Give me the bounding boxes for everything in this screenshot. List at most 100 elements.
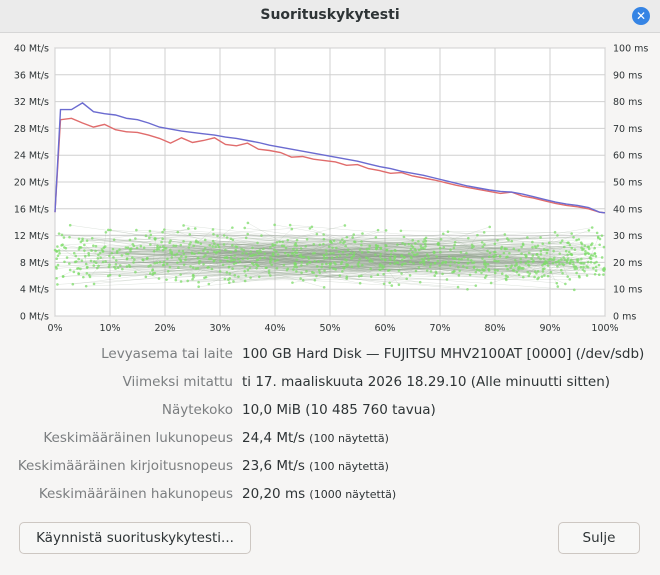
seek-line [394, 263, 503, 274]
seek-line [506, 256, 577, 269]
seek-point [57, 249, 61, 252]
seek-point [568, 278, 572, 281]
seek-point [594, 265, 598, 269]
seek-point [587, 247, 591, 251]
seek-point [276, 258, 279, 262]
seek-point [295, 258, 298, 262]
y-left-tick-label: 8 Mt/s [20, 258, 49, 269]
seek-point [206, 250, 209, 254]
seek-line [529, 239, 579, 266]
seek-point [271, 243, 274, 246]
seek-point [77, 257, 81, 261]
seek-point [587, 229, 591, 232]
seek-point [539, 257, 542, 261]
seek-point [188, 243, 191, 246]
seek-point [442, 245, 446, 249]
x-tick-label: 70% [429, 323, 450, 334]
seek-point [579, 265, 583, 269]
seek-point [241, 257, 245, 260]
seek-point [161, 248, 165, 252]
seek-point [418, 280, 422, 284]
seek-point [188, 233, 192, 236]
seek-point [378, 255, 382, 258]
seek-point [273, 259, 277, 263]
seek-point [165, 278, 168, 281]
seek-line [266, 267, 490, 271]
seek-point [56, 263, 60, 267]
close-icon[interactable]: ✕ [632, 7, 650, 25]
seek-point [379, 247, 383, 251]
seek-point [263, 252, 267, 256]
seek-line [459, 267, 524, 271]
seek-point [245, 252, 248, 255]
seek-point [457, 261, 461, 265]
seek-line [542, 243, 587, 267]
seek-point [531, 245, 534, 249]
seek-point [570, 258, 573, 262]
seek-point [56, 245, 59, 248]
seek-point [114, 259, 118, 262]
seek-point [345, 258, 348, 262]
seek-point [176, 230, 180, 234]
seek-point [182, 224, 185, 227]
seek-point [292, 268, 295, 271]
seek-point [231, 267, 234, 271]
seek-point [582, 261, 586, 265]
seek-point [596, 236, 600, 240]
seek-point [466, 257, 470, 261]
seek-point [380, 257, 384, 261]
seek-point [264, 266, 268, 270]
seek-line [193, 258, 210, 278]
seek-point [276, 253, 280, 256]
seek-point [294, 242, 297, 245]
seek-point [231, 226, 234, 229]
seek-line [308, 254, 376, 259]
seek-line [55, 249, 569, 259]
seek-point [556, 234, 559, 237]
seek-point [566, 241, 569, 245]
seek-line [271, 246, 588, 265]
seek-line [171, 252, 254, 256]
seek-point [134, 270, 137, 274]
seek-point [273, 243, 277, 247]
seek-line [146, 258, 443, 264]
seek-point [158, 260, 162, 264]
seek-point [291, 281, 294, 284]
seek-point [287, 254, 290, 257]
seek-point [357, 260, 361, 264]
seek-line [396, 262, 402, 274]
seek-point [385, 248, 388, 252]
seek-point [94, 249, 97, 253]
seek-point [521, 243, 525, 247]
x-tick-label: 50% [319, 323, 340, 334]
seek-line [145, 259, 257, 278]
seek-line [411, 227, 593, 259]
seek-point [212, 232, 215, 236]
seek-point [586, 265, 590, 269]
seek-line [185, 256, 497, 262]
seek-line [310, 251, 369, 263]
seek-line [370, 259, 592, 263]
seek-point [237, 257, 240, 261]
start-benchmark-button[interactable]: Käynnistä suorituskykytesti... [19, 522, 251, 554]
seek-point [193, 252, 196, 256]
seek-point [312, 243, 316, 246]
seek-point [218, 249, 221, 253]
seek-point [513, 264, 517, 268]
seek-point [349, 251, 353, 255]
seek-point [524, 253, 527, 257]
seek-point [409, 255, 413, 259]
seek-point [94, 261, 98, 265]
seek-line [75, 232, 485, 257]
seek-line [167, 258, 342, 263]
seek-line [351, 254, 572, 259]
seek-point [562, 256, 566, 259]
info-label: Levyasema tai laite [101, 346, 233, 362]
close-button[interactable]: Sulje [558, 522, 640, 554]
seek-point [92, 264, 96, 267]
seek-point [181, 249, 185, 253]
seek-point [169, 239, 172, 242]
seek-point [341, 238, 344, 241]
seek-line [274, 224, 411, 250]
seek-line [78, 244, 455, 260]
